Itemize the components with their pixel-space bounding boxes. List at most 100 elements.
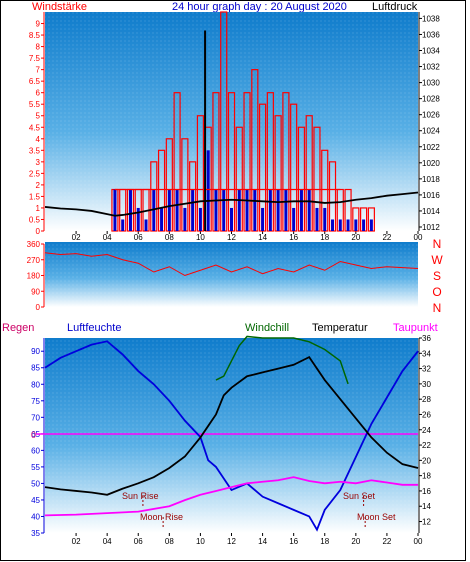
hour-tick-label: 04 <box>103 233 112 242</box>
hour-tick-label: 10 <box>196 233 205 242</box>
gust-bar <box>245 189 249 231</box>
temperature-tick-label: 30 <box>422 380 431 389</box>
wind-tick-label: 6.5 <box>29 77 41 86</box>
hour-tick-label: 22 <box>382 233 391 242</box>
temperature-tick-label: 36 <box>422 334 431 343</box>
hour-tick-label: 08 <box>165 233 174 242</box>
gust-bar <box>292 207 296 231</box>
direction-tick-label: 90 <box>31 287 40 296</box>
gust-bar <box>214 189 218 231</box>
direction-letter: S <box>433 269 441 283</box>
hour-tick-label: 10 <box>196 537 205 546</box>
gust-bar <box>175 189 179 231</box>
temperature-tick-label: 34 <box>422 349 431 358</box>
pressure-tick-label: 1036 <box>422 30 440 39</box>
wind-tick-label: 5.5 <box>29 100 41 109</box>
hour-tick-label: 02 <box>72 233 81 242</box>
temperature-label: Temperatur <box>312 322 368 334</box>
pressure-tick-label: 1034 <box>422 47 440 56</box>
windchill-label: Windchill <box>245 322 289 334</box>
direction-letter: N <box>433 301 442 315</box>
gust-bar <box>144 219 148 231</box>
hour-tick-label: 14 <box>258 537 267 546</box>
gust-bar <box>253 189 257 231</box>
humidity-tick-label: 70 <box>31 413 40 422</box>
gust-bar <box>198 207 202 231</box>
pressure-title: Luftdruck <box>372 1 418 13</box>
pressure-tick-label: 1028 <box>422 95 440 104</box>
sun-rise-label: Sun Rise <box>122 491 159 501</box>
hour-tick-label: 14 <box>258 233 267 242</box>
hour-tick-label: 18 <box>320 537 329 546</box>
pressure-tick-label: 1020 <box>422 159 440 168</box>
hour-tick-label: 06 <box>134 537 143 546</box>
humidity-tick-label: 50 <box>31 479 40 488</box>
hour-tick-label: 12 <box>227 233 236 242</box>
wind-tick-label: 4.5 <box>29 123 41 132</box>
dewpoint-line <box>44 476 418 517</box>
gust-bar <box>206 150 210 231</box>
humidity-tick-label: 60 <box>31 446 40 455</box>
climate-panel-dots <box>45 338 418 533</box>
temperature-tick-label: 28 <box>422 395 431 404</box>
wind-tick-label: 8.5 <box>29 31 41 40</box>
direction-tick-label: 0 <box>36 303 41 312</box>
gust-bar <box>276 189 280 231</box>
hour-tick-label: 20 <box>351 537 360 546</box>
wind-tick-label: 5 <box>36 112 41 121</box>
hour-tick-label: 18 <box>320 233 329 242</box>
humidity-label: Luftfeuchte <box>67 322 121 334</box>
wind-tick-label: 1.5 <box>29 192 41 201</box>
gust-bar <box>331 219 335 231</box>
temperature-tick-label: 26 <box>422 410 431 419</box>
wind-tick-label: 3 <box>36 158 41 167</box>
gust-bar <box>128 189 132 231</box>
gust-bar <box>191 189 195 231</box>
pressure-tick-label: 1014 <box>422 207 440 216</box>
gust-bar <box>261 207 265 231</box>
gust-bar <box>338 219 342 231</box>
humidity-tick-label: 55 <box>31 463 40 472</box>
humidity-tick-label: 85 <box>31 364 40 373</box>
wind-tick-label: 7.5 <box>29 54 41 63</box>
wind-panel-dots <box>45 12 418 231</box>
humidity-tick-label: 40 <box>31 512 40 521</box>
pressure-line <box>44 191 419 217</box>
wind-tick-label: 9 <box>36 20 41 29</box>
direction-tick-label: 180 <box>27 272 41 281</box>
hour-tick-label: 00 <box>414 537 423 546</box>
gust-bar <box>136 207 140 231</box>
gust-bar <box>222 189 226 231</box>
gust-bar <box>315 207 319 231</box>
humidity-tick-label: 45 <box>31 496 40 505</box>
gust-bar <box>160 207 164 231</box>
wind-tick-label: 1 <box>36 204 41 213</box>
gust-bar <box>346 219 350 231</box>
pressure-tick-label: 1038 <box>422 14 440 23</box>
hour-tick-label: 08 <box>165 537 174 546</box>
gust-bar <box>354 219 358 231</box>
pressure-tick-label: 1016 <box>422 191 440 200</box>
gust-bar <box>323 207 327 231</box>
dewpoint-label: Taupunkt <box>393 322 438 334</box>
wind-tick-label: 2.5 <box>29 169 41 178</box>
temperature-tick-label: 14 <box>422 502 431 511</box>
windchill-line <box>215 335 349 385</box>
wind-tick-label: 3.5 <box>29 146 41 155</box>
direction-tick-label: 360 <box>27 240 41 249</box>
hour-tick-label: 22 <box>382 537 391 546</box>
wind-tick-label: 0.5 <box>29 215 41 224</box>
humidity-tick-label: 35 <box>31 529 40 538</box>
pressure-tick-label: 1018 <box>422 175 440 184</box>
hour-tick-label: 02 <box>72 537 81 546</box>
gust-bar <box>237 189 241 231</box>
wind-tick-label: 8 <box>36 43 41 52</box>
hour-tick-label: 20 <box>351 233 360 242</box>
rain-label: Regen <box>2 322 34 334</box>
hour-tick-label: 16 <box>289 233 298 242</box>
moon-rise-label: Moon Rise <box>140 512 183 522</box>
direction-panel-dots <box>45 242 418 307</box>
wind-tick-label: 7 <box>36 66 41 75</box>
wind-strength-title: Windstärke <box>32 1 87 13</box>
wind-tick-label: 2 <box>36 181 41 190</box>
